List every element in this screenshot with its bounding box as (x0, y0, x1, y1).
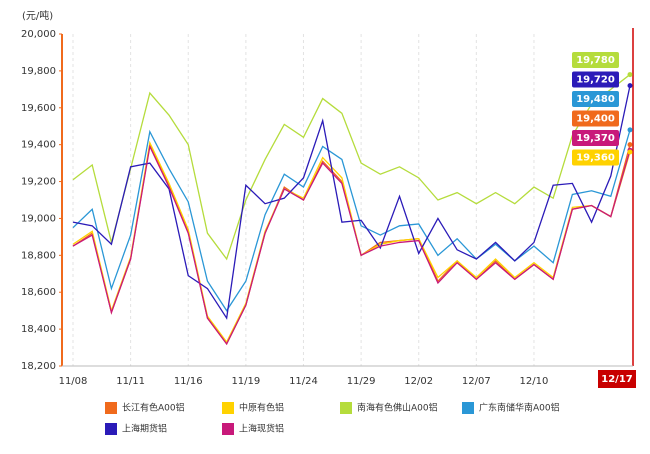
current-date-box (598, 370, 636, 388)
y-axis-label: (元/吨) (22, 9, 53, 22)
series-line (72, 85, 631, 320)
legend-swatch (105, 423, 117, 435)
x-tick-label: 12/02 (404, 376, 433, 387)
legend-label: 广东南储华南A00铝 (479, 402, 560, 414)
value-label: 19,780 (576, 55, 615, 66)
legend-swatch (105, 402, 117, 414)
value-label-box (572, 130, 619, 146)
x-tick-label: 12/07 (462, 376, 491, 387)
value-label: 19,370 (576, 133, 615, 144)
legend-swatch (340, 402, 352, 414)
y-tick-label: 18,200 (21, 361, 56, 372)
series-line (72, 129, 631, 312)
y-tick-label: 19,600 (21, 103, 56, 114)
series-line (72, 144, 631, 346)
x-tick-label: 11/29 (347, 376, 376, 387)
x-tick-label: 11/11 (116, 376, 145, 387)
legend-label: 长江有色A00铝 (122, 402, 185, 414)
series-line (72, 142, 631, 346)
value-label: 19,480 (576, 94, 615, 105)
legend-label: 上海现货铝 (239, 423, 284, 435)
value-label: 19,720 (576, 75, 615, 86)
series-line (72, 140, 631, 344)
legend-swatch (222, 423, 234, 435)
x-tick-label: 11/08 (59, 376, 88, 387)
y-tick-label: 19,800 (21, 66, 56, 77)
value-label-box (572, 52, 619, 68)
value-label: 19,400 (576, 114, 615, 125)
end-point (627, 83, 633, 89)
x-tick-label: 12/17 (601, 374, 633, 385)
y-tick-label: 19,000 (21, 213, 56, 224)
legend-label: 上海期货铝 (122, 423, 167, 435)
y-tick-label: 19,400 (21, 140, 56, 151)
series-line (72, 74, 631, 261)
end-point (627, 142, 633, 148)
end-point (627, 149, 633, 155)
y-tick-label: 20,000 (21, 29, 56, 40)
x-tick-label: 11/19 (231, 376, 260, 387)
y-tick-label: 18,400 (21, 324, 56, 335)
y-tick-label: 18,600 (21, 287, 56, 298)
legend-swatch (462, 402, 474, 414)
end-point (627, 127, 633, 133)
legend-swatch (222, 402, 234, 414)
value-label: 19,360 (576, 153, 615, 164)
value-label-box (572, 71, 619, 88)
value-label-box (572, 110, 619, 127)
x-tick-label: 11/24 (289, 376, 318, 387)
value-label-box (572, 91, 619, 107)
value-label-box (572, 149, 619, 166)
legend-label: 中原有色铝 (239, 402, 284, 414)
y-tick-label: 19,200 (21, 177, 56, 188)
end-point (627, 72, 633, 78)
x-tick-label: 12/10 (520, 376, 549, 387)
legend-label: 南海有色佛山A00铝 (357, 402, 438, 414)
y-tick-label: 18,800 (21, 250, 56, 261)
x-tick-label: 11/16 (174, 376, 203, 387)
